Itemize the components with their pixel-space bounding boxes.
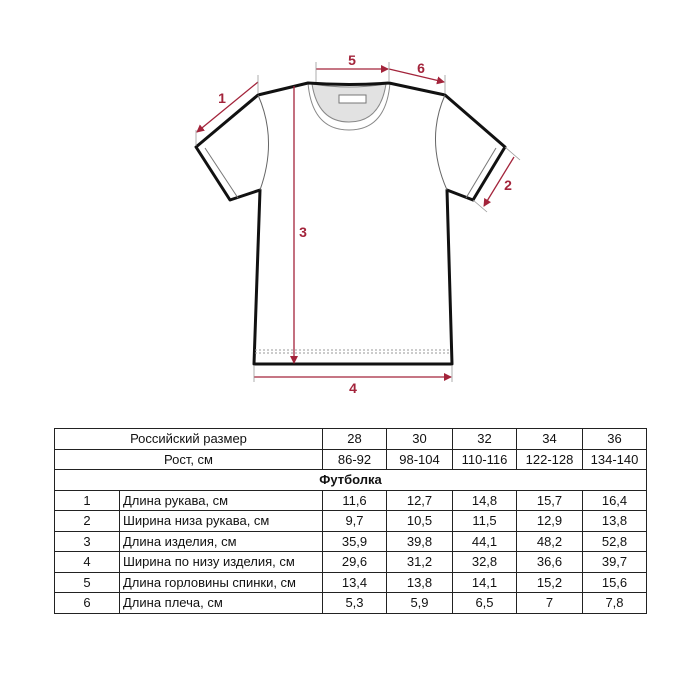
value-cell: 15,6 xyxy=(582,571,647,593)
value-cell: 7,8 xyxy=(582,592,647,614)
value-cell: 35,9 xyxy=(322,530,387,552)
value-cell: 6,5 xyxy=(452,592,517,614)
section-title: Футболка xyxy=(54,469,647,491)
size-cell: 28 xyxy=(322,428,387,450)
row-name: Длина плеча, см xyxy=(119,592,323,614)
size-header-row: Российский размер 28 30 32 34 36 xyxy=(54,428,647,450)
measure-label-4: 4 xyxy=(349,380,357,396)
measure-label-1: 1 xyxy=(218,90,226,106)
value-cell: 15,2 xyxy=(516,571,583,593)
section-title-row: Футболка xyxy=(54,469,647,491)
row-number: 1 xyxy=(54,489,120,511)
tshirt-diagram xyxy=(194,62,521,382)
value-cell: 14,1 xyxy=(452,571,517,593)
value-cell: 39,8 xyxy=(386,530,453,552)
value-cell: 5,9 xyxy=(386,592,453,614)
size-cell: 36 xyxy=(582,428,647,450)
value-cell: 10,5 xyxy=(386,510,453,532)
height-header-label: Рост, см xyxy=(54,448,323,470)
size-cell: 30 xyxy=(386,428,453,450)
table-row: 5 Длина горловины спинки, см 13,4 13,8 14,1 1… xyxy=(54,571,647,593)
measurement-arrows xyxy=(196,65,515,381)
value-cell: 39,7 xyxy=(582,551,647,573)
size-cell: 32 xyxy=(452,428,517,450)
table-row: 6 Длина плеча, см 5,3 5,9 6,5 7 7,8 xyxy=(54,592,647,614)
value-cell: 12,7 xyxy=(386,489,453,511)
row-name: Длина рукава, см xyxy=(119,489,323,511)
size-table: Российский размер 28 30 32 34 36 Рост, с… xyxy=(54,428,647,614)
row-number: 5 xyxy=(54,571,120,593)
value-cell: 31,2 xyxy=(386,551,453,573)
row-name: Длина горловины спинки, см xyxy=(119,571,323,593)
value-cell: 13,8 xyxy=(386,571,453,593)
row-number: 2 xyxy=(54,510,120,532)
height-cell: 98-104 xyxy=(386,448,453,470)
height-cell: 122-128 xyxy=(516,448,583,470)
value-cell: 11,6 xyxy=(322,489,387,511)
value-cell: 9,7 xyxy=(322,510,387,532)
value-cell: 52,8 xyxy=(582,530,647,552)
row-name: Ширина по низу изделия, см xyxy=(119,551,323,573)
height-cell: 110-116 xyxy=(452,448,517,470)
tshirt-outline xyxy=(194,81,507,366)
size-cell: 34 xyxy=(516,428,583,450)
row-name: Ширина низа рукава, см xyxy=(119,510,323,532)
table-row: 2 Ширина низа рукава, см 9,7 10,5 11,5 12,9 13… xyxy=(54,510,647,532)
row-number: 4 xyxy=(54,551,120,573)
measure-label-5: 5 xyxy=(348,52,356,68)
value-cell: 13,8 xyxy=(582,510,647,532)
measure-label-3: 3 xyxy=(299,224,307,240)
size-header-label: Российский размер xyxy=(54,428,323,450)
table-row: 4 Ширина по низу изделия, см 29,6 31,2 32,8 3… xyxy=(54,551,647,573)
row-number: 3 xyxy=(54,530,120,552)
value-cell: 5,3 xyxy=(322,592,387,614)
value-cell: 13,4 xyxy=(322,571,387,593)
arrow-2 xyxy=(483,156,515,207)
measure-label-2: 2 xyxy=(504,177,512,193)
value-cell: 15,7 xyxy=(516,489,583,511)
value-cell: 12,9 xyxy=(516,510,583,532)
row-number: 6 xyxy=(54,592,120,614)
value-cell: 16,4 xyxy=(582,489,647,511)
measure-label-6: 6 xyxy=(417,60,425,76)
arrow-6 xyxy=(388,68,445,85)
value-cell: 36,6 xyxy=(516,551,583,573)
row-name: Длина изделия, см xyxy=(119,530,323,552)
value-cell: 48,2 xyxy=(516,530,583,552)
height-cell: 134-140 xyxy=(582,448,647,470)
value-cell: 11,5 xyxy=(452,510,517,532)
arrow-1 xyxy=(196,81,259,133)
value-cell: 44,1 xyxy=(452,530,517,552)
height-header-row: Рост, см 86-92 98-104 110-116 122-128 13… xyxy=(54,448,647,470)
label-tag xyxy=(338,94,367,104)
value-cell: 14,8 xyxy=(452,489,517,511)
value-cell: 32,8 xyxy=(452,551,517,573)
value-cell: 7 xyxy=(516,592,583,614)
table-row: 1 Длина рукава, см 11,6 12,7 14,8 15,7 16,4 xyxy=(54,489,647,511)
value-cell: 29,6 xyxy=(322,551,387,573)
table-row: 3 Длина изделия, см 35,9 39,8 44,1 48,2 52,8 xyxy=(54,530,647,552)
height-cell: 86-92 xyxy=(322,448,387,470)
